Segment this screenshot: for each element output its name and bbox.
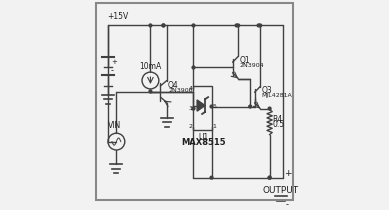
Text: 10mA: 10mA: [139, 62, 162, 71]
Polygon shape: [197, 100, 205, 111]
Circle shape: [237, 24, 240, 27]
Circle shape: [162, 24, 165, 27]
Circle shape: [192, 24, 195, 27]
Circle shape: [162, 24, 165, 27]
Circle shape: [192, 66, 195, 69]
Circle shape: [210, 105, 213, 108]
Text: Q4: Q4: [168, 81, 179, 90]
Circle shape: [268, 176, 271, 179]
Circle shape: [235, 24, 238, 27]
Text: -: -: [286, 200, 289, 209]
Text: VIN: VIN: [108, 121, 121, 130]
Circle shape: [192, 107, 195, 110]
Text: +: +: [284, 169, 291, 178]
Text: R4: R4: [272, 115, 282, 124]
Text: 5: 5: [212, 104, 216, 109]
Text: MJL4281A: MJL4281A: [261, 93, 292, 98]
Text: -: -: [111, 66, 114, 75]
Circle shape: [249, 105, 252, 108]
Text: +: +: [111, 59, 117, 66]
Text: Q1: Q1: [239, 56, 250, 65]
Circle shape: [210, 176, 213, 179]
Text: 2: 2: [189, 124, 193, 129]
Text: U1: U1: [198, 133, 209, 142]
Text: MAX8515: MAX8515: [181, 138, 226, 147]
FancyBboxPatch shape: [193, 85, 212, 130]
Circle shape: [268, 107, 271, 110]
Circle shape: [149, 24, 152, 27]
Text: 3: 3: [189, 106, 193, 111]
Circle shape: [257, 24, 260, 27]
Circle shape: [149, 90, 152, 93]
Text: OUTPUT: OUTPUT: [263, 186, 299, 195]
Text: 2N3904: 2N3904: [239, 63, 264, 68]
Text: 2N3906: 2N3906: [168, 88, 193, 93]
Text: 0.5: 0.5: [272, 120, 284, 129]
Circle shape: [259, 24, 261, 27]
Circle shape: [268, 176, 271, 179]
Text: 1: 1: [212, 124, 216, 129]
Text: 4: 4: [189, 86, 193, 91]
Text: Q3: Q3: [261, 86, 272, 95]
Text: +15V: +15V: [107, 12, 129, 21]
